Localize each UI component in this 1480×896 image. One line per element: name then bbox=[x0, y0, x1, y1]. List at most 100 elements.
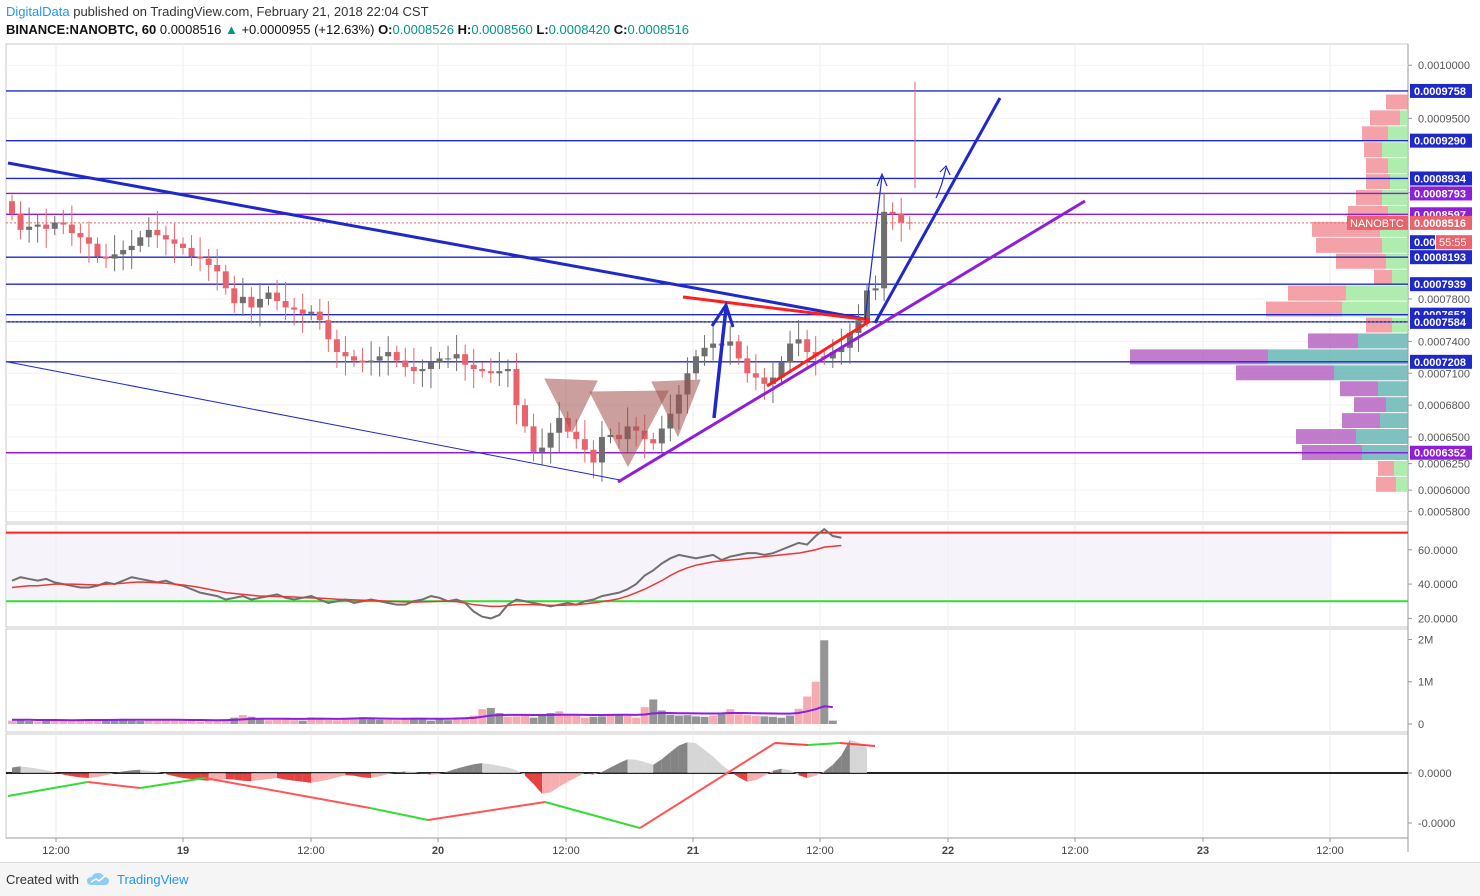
momentum-area bbox=[97, 773, 107, 777]
created-with-label: Created with bbox=[6, 872, 79, 887]
candle-body bbox=[231, 288, 238, 304]
level-tag-bg bbox=[1410, 314, 1472, 329]
candle-body bbox=[872, 288, 879, 291]
volume-profile-down-6 bbox=[1356, 190, 1382, 206]
volume-bar bbox=[281, 719, 290, 724]
candle-body bbox=[795, 339, 802, 344]
price-tick-label: 0.0007100 bbox=[1418, 368, 1470, 380]
chart-canvas[interactable]: 0.00100000.00095000.00088000.00078000.00… bbox=[0, 0, 1480, 862]
price-change: +0.0000955 (+12.63%) bbox=[241, 22, 375, 37]
momentum-area bbox=[319, 773, 329, 782]
volume-bar bbox=[768, 716, 777, 724]
candle-body bbox=[881, 211, 888, 289]
volume-profile-up-4 bbox=[1388, 158, 1408, 174]
candle-body bbox=[214, 264, 221, 272]
candle-body bbox=[282, 301, 289, 308]
momentum-area bbox=[63, 773, 72, 777]
momentum-signal-segment bbox=[774, 742, 809, 746]
candle-body bbox=[898, 213, 905, 223]
volume-bar bbox=[204, 720, 213, 724]
candle-body bbox=[564, 417, 571, 432]
volume-bar bbox=[803, 696, 812, 724]
rsi-ma-line bbox=[11, 544, 842, 608]
momentum-area bbox=[268, 773, 278, 780]
candle-body bbox=[650, 439, 657, 444]
momentum-area bbox=[490, 764, 500, 773]
volume-bar bbox=[529, 717, 538, 724]
momentum-signal-segment bbox=[427, 801, 546, 821]
pattern-head bbox=[589, 390, 669, 468]
momentum-area bbox=[311, 773, 320, 783]
momentum-area bbox=[157, 771, 166, 775]
candle-body bbox=[445, 358, 452, 360]
momentum-area bbox=[525, 773, 534, 784]
volume-bar bbox=[42, 720, 51, 724]
candle-body bbox=[43, 224, 50, 229]
candle-body bbox=[846, 332, 853, 348]
low-value: 0.0008420 bbox=[548, 22, 611, 37]
time-tick-label: 12:00 bbox=[297, 845, 325, 857]
momentum-area bbox=[148, 770, 158, 773]
arrow-thick-head bbox=[710, 301, 735, 328]
candle-body bbox=[453, 354, 460, 359]
candle-body bbox=[427, 362, 434, 370]
candle-body bbox=[145, 229, 152, 238]
volume-profile-up-13 bbox=[1342, 301, 1408, 317]
momentum-area bbox=[576, 773, 585, 778]
volume-bar bbox=[33, 721, 42, 724]
author-link[interactable]: DigitalData bbox=[6, 4, 70, 19]
volume-profile-up-11 bbox=[1392, 269, 1408, 285]
trendline-descending bbox=[7, 161, 871, 322]
volume-tick-label: 0 bbox=[1418, 719, 1424, 731]
candle-body bbox=[197, 256, 204, 259]
candle-body bbox=[325, 320, 332, 340]
volume-bar bbox=[726, 709, 735, 724]
momentum-area bbox=[696, 743, 705, 773]
ohlc-line: BINANCE:NANOBTC, 60 0.0008516 ▲ +0.00009… bbox=[6, 22, 689, 37]
momentum-area bbox=[54, 771, 64, 775]
volume-profile-down-0 bbox=[1386, 94, 1408, 110]
candle-body bbox=[137, 237, 144, 246]
volume-bar bbox=[315, 718, 324, 724]
momentum-signal-segment bbox=[807, 742, 841, 746]
momentum-area bbox=[730, 771, 739, 778]
countdown-prefix-bg bbox=[1410, 235, 1435, 250]
level-tag-bg bbox=[1410, 250, 1472, 265]
level-tag-label: 0.0007939 bbox=[1414, 279, 1466, 291]
candle-body bbox=[744, 358, 751, 374]
momentum-area bbox=[858, 742, 867, 773]
volume-bar bbox=[683, 715, 692, 724]
candle-body bbox=[710, 343, 717, 348]
volume-bar bbox=[615, 714, 624, 724]
last-price: 0.0008516 bbox=[159, 22, 222, 37]
level-tag-label: 0.0008193 bbox=[1414, 252, 1466, 264]
candle-body bbox=[368, 360, 375, 363]
momentum-area bbox=[439, 771, 449, 775]
volume-bar bbox=[657, 710, 666, 724]
candle-body bbox=[154, 229, 161, 236]
candle-body bbox=[188, 247, 195, 257]
time-tick-label: 12:00 bbox=[1061, 845, 1089, 857]
candle-body bbox=[376, 356, 383, 361]
candle-body bbox=[239, 296, 246, 304]
volume-bar bbox=[418, 718, 427, 724]
candle-body bbox=[265, 292, 272, 299]
candle-body bbox=[180, 243, 186, 248]
momentum-area bbox=[473, 763, 483, 773]
momentum-area bbox=[80, 773, 89, 778]
momentum-area bbox=[242, 773, 252, 782]
candle-body bbox=[496, 371, 503, 374]
volume-bar bbox=[161, 720, 170, 724]
tradingview-link[interactable]: TradingView bbox=[117, 872, 189, 887]
candle-body bbox=[316, 311, 323, 321]
momentum-area bbox=[516, 770, 525, 776]
symbol-tag-label: NANOBTC bbox=[1350, 218, 1404, 230]
price-tick-label: 0.0009500 bbox=[1418, 113, 1470, 125]
momentum-area bbox=[456, 766, 466, 773]
level-tag-label: 0.0009758 bbox=[1414, 86, 1466, 98]
volume-bar bbox=[273, 719, 282, 724]
volume-bar bbox=[546, 713, 555, 724]
candle-body bbox=[256, 298, 263, 308]
candle-body bbox=[308, 311, 315, 314]
momentum-area bbox=[379, 773, 389, 777]
